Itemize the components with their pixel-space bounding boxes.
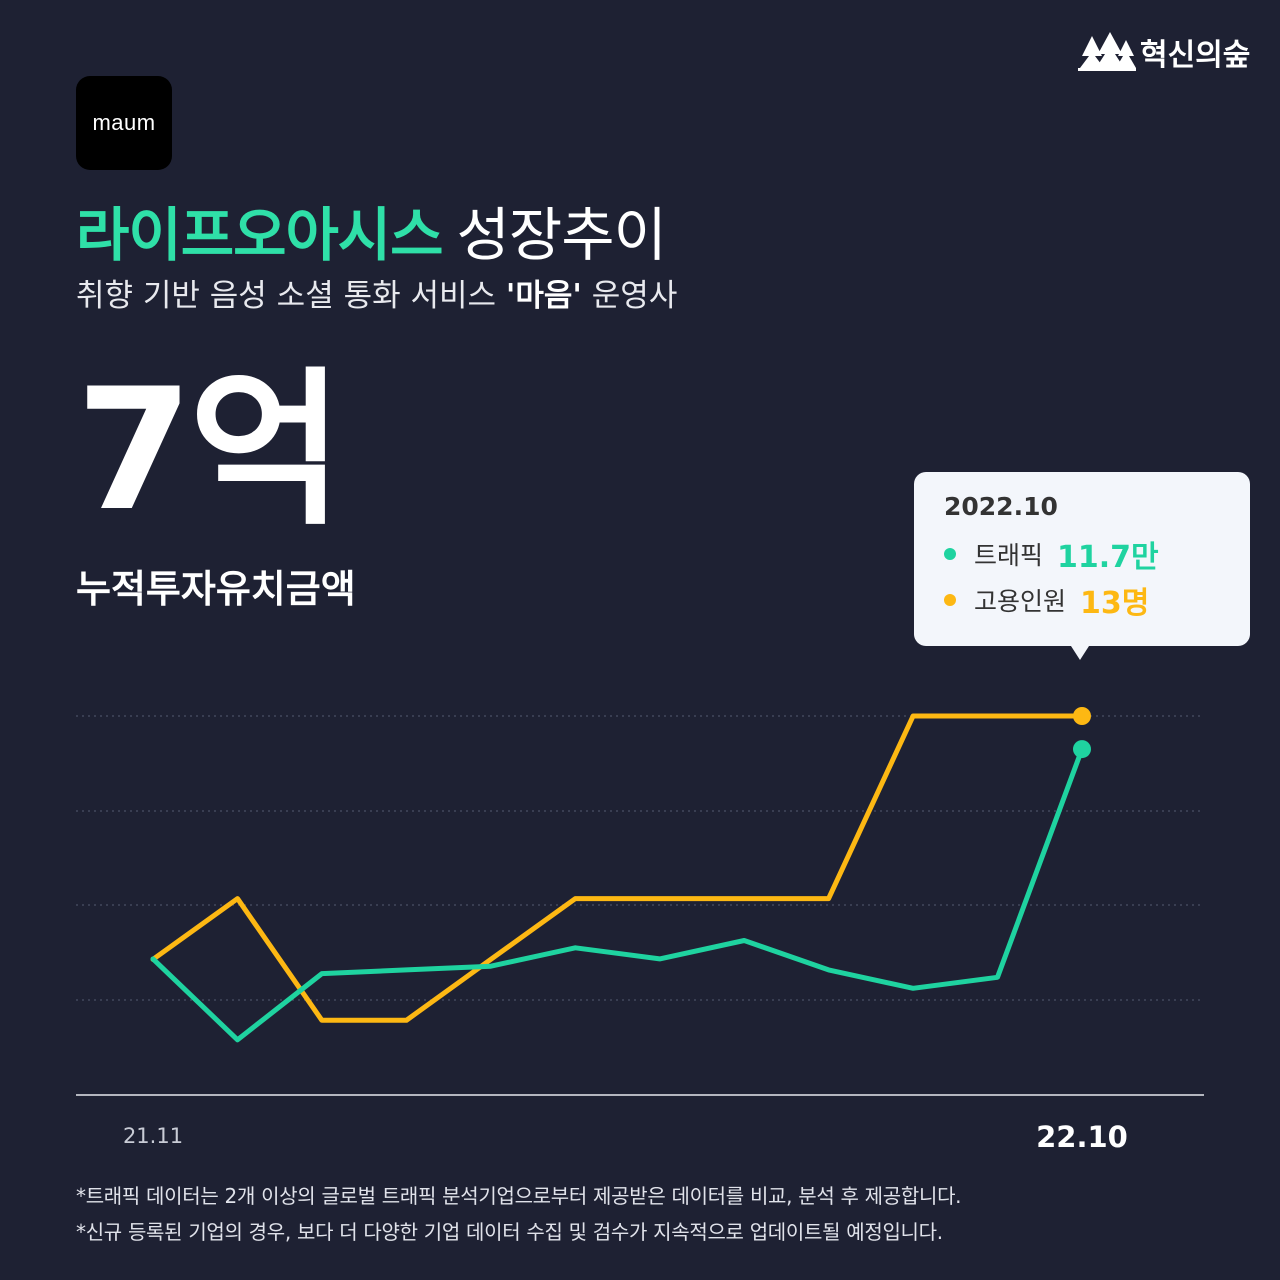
traffic-series-line (150, 746, 1085, 1043)
company-logo-text: maum (92, 110, 156, 135)
tooltip-row-employees: 고용인원 13명 (944, 577, 1220, 623)
tooltip-traffic-value: 11.7만 (1057, 540, 1159, 575)
chart-grid (76, 715, 1204, 1001)
subtitle-prefix: 취향 기반 음성 소셜 통화 서비스 (76, 278, 506, 314)
employees-last-point (1073, 707, 1091, 725)
company-logo: maum (76, 76, 172, 170)
employees-dot-icon (944, 594, 956, 606)
tooltip-date: 2022.10 (944, 492, 1058, 521)
footnote-1: *트래픽 데이터는 2개 이상의 글로벌 트래픽 분석기업으로부터 제공받은 데… (76, 1184, 962, 1208)
subtitle-service: '마음' (505, 278, 582, 314)
footnote-2: *신규 등록된 기업의 경우, 보다 더 다양한 기업 데이터 수집 및 검수가… (76, 1220, 943, 1244)
traffic-dot-icon (944, 548, 956, 560)
subtitle: 취향 기반 음성 소셜 통화 서비스 '마음' 운영사 (76, 270, 677, 315)
title-suffix: 성장추이 (456, 201, 667, 269)
page-title: 라이프오아시스 성장추이 (76, 188, 667, 272)
tooltip-row-traffic: 트래픽 11.7만 (944, 531, 1220, 577)
brand-name: 혁신의숲 (1140, 38, 1251, 73)
tooltip-traffic-label: 트래픽 (974, 541, 1044, 570)
tooltip-employees-value: 13명 (1080, 586, 1150, 621)
tooltip-employees-label: 고용인원 (974, 587, 1067, 616)
brand-logo: 혁신의숲 (1078, 30, 1250, 74)
investment-value: 7억 (76, 352, 343, 548)
traffic-last-point (1073, 740, 1091, 759)
tree-icon (1078, 32, 1136, 71)
investment-label: 누적투자유치금액 (76, 567, 356, 611)
employees-series-line (150, 713, 1085, 1023)
x-tick-label-first: 21.11 (123, 1124, 183, 1148)
subtitle-suffix: 운영사 (581, 278, 678, 314)
company-name: 라이프오아시스 (76, 201, 444, 269)
chart-tooltip: 2022.10 트래픽 11.7만 고용인원 13명 (914, 472, 1250, 660)
x-tick-label-last: 22.10 (1036, 1120, 1128, 1154)
